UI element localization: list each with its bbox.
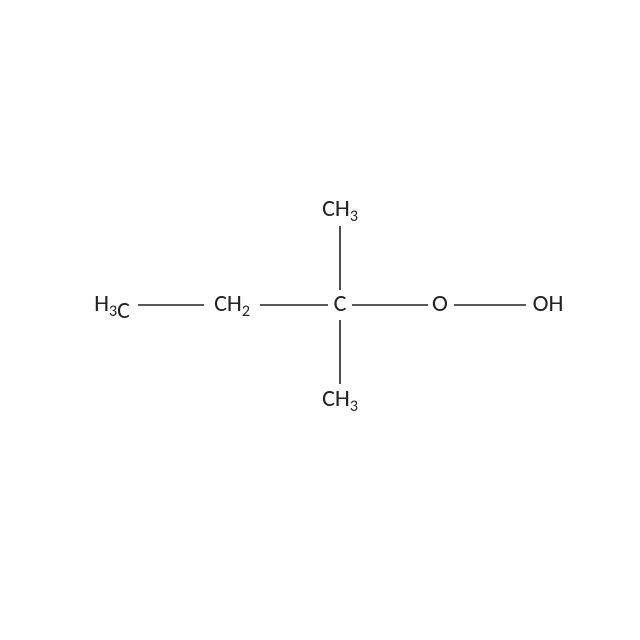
atom-oh: OH bbox=[533, 289, 564, 318]
atom-ch3_bottom: CH3 bbox=[322, 384, 358, 416]
atom-ch3_top: CH3 bbox=[322, 194, 358, 226]
atom-h3c_left: H3C bbox=[94, 289, 130, 325]
molecule-diagram: H3C CH2 C CH3 CH3 O OH bbox=[0, 0, 640, 640]
atom-o: O bbox=[432, 289, 448, 318]
atom-ch2: CH2 bbox=[214, 289, 250, 321]
atom-c_center: C bbox=[334, 289, 347, 318]
